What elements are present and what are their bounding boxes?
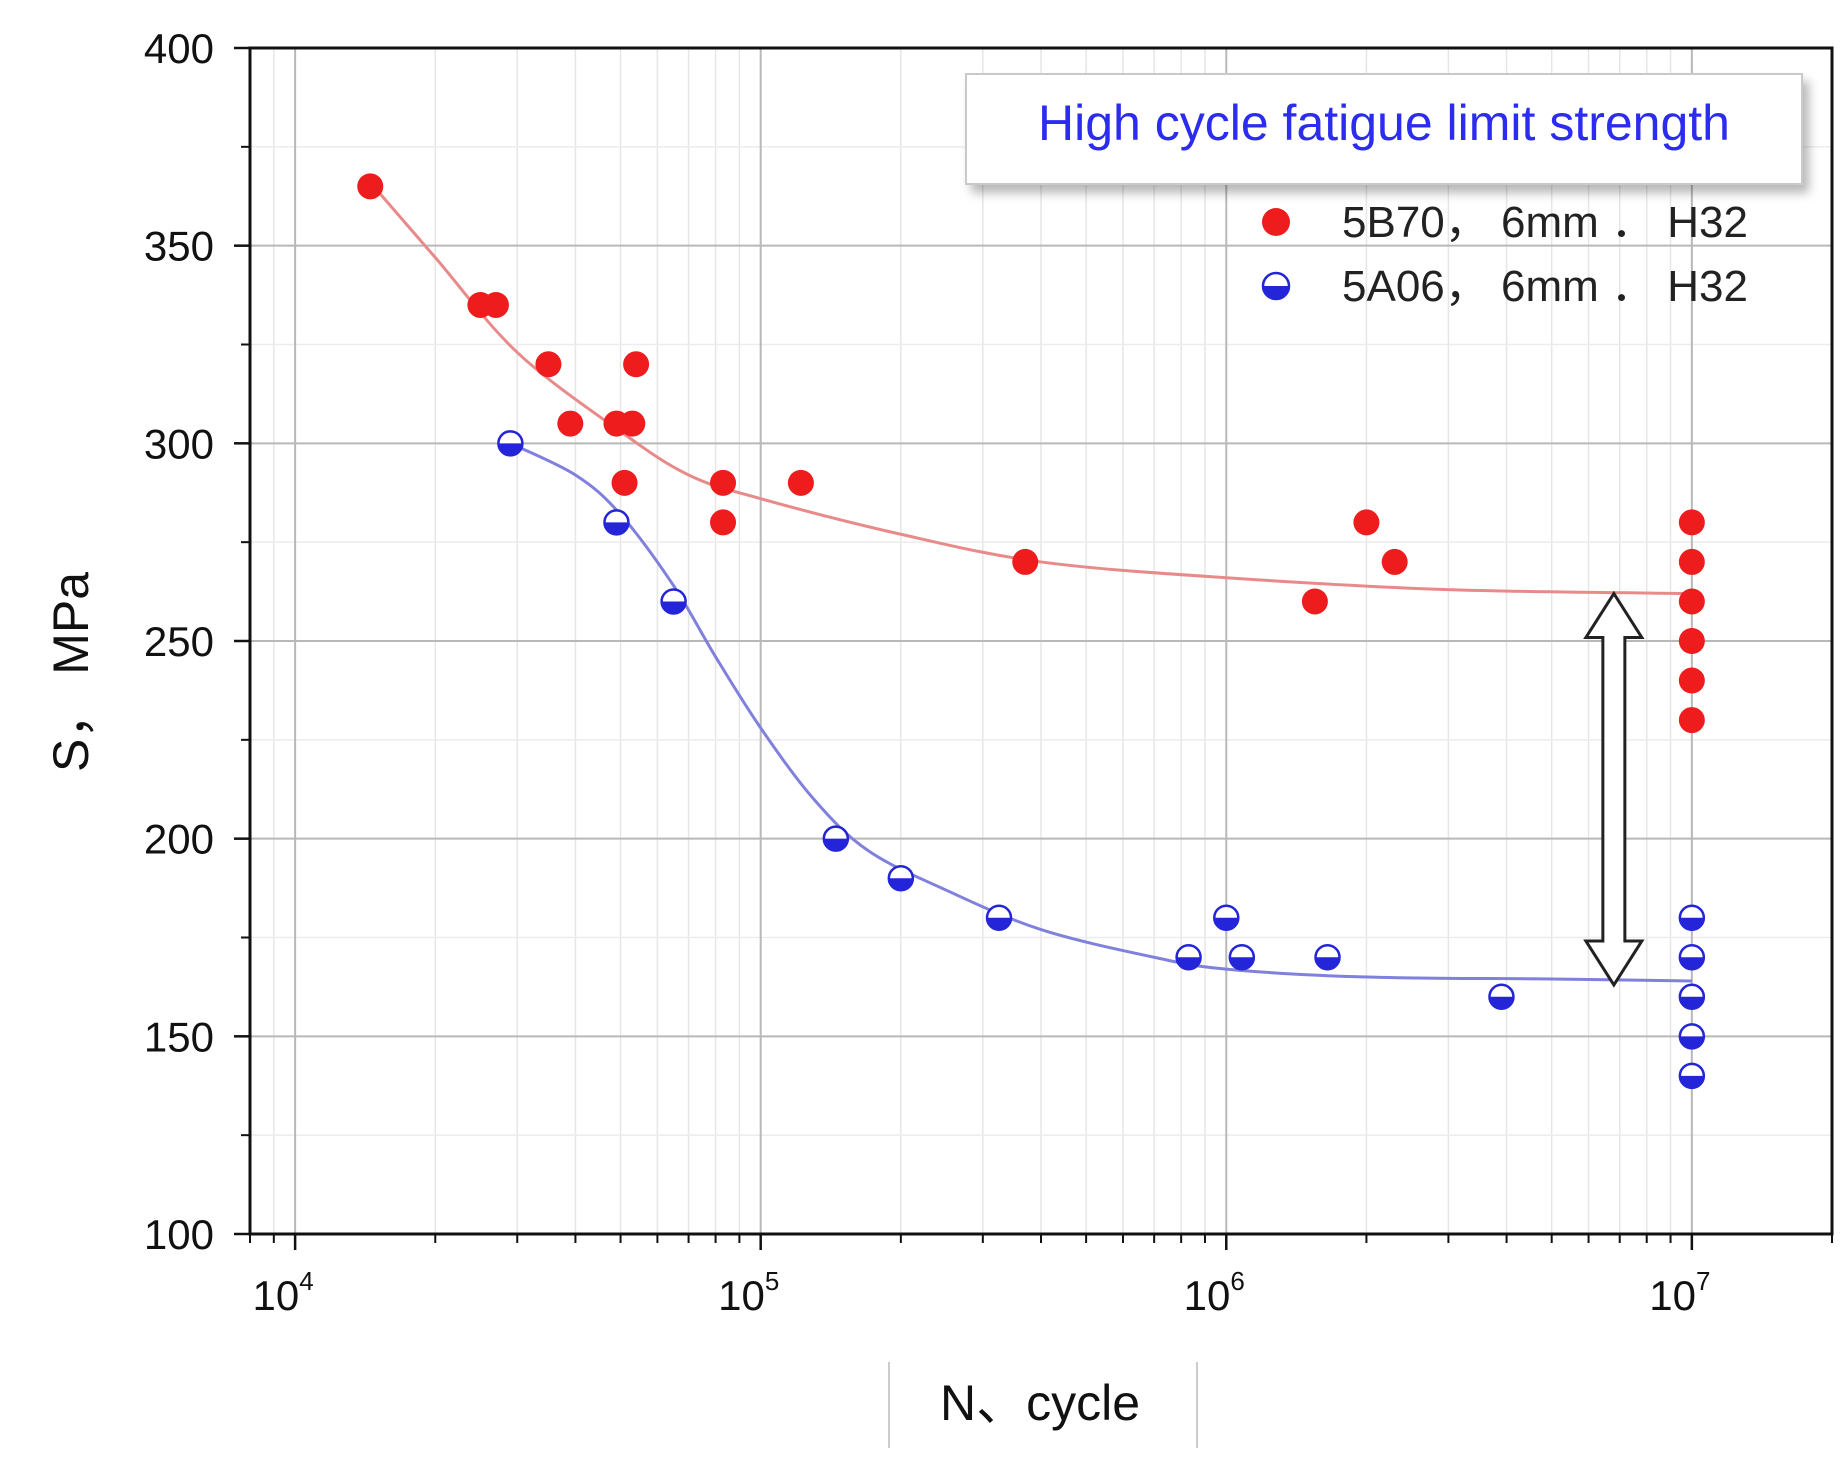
fit-curve-5b70	[369, 181, 1692, 596]
data-point-5b70	[1678, 588, 1705, 615]
data-point-5a06	[822, 825, 850, 852]
x-tick-label: 104	[253, 1266, 314, 1319]
annotation-box: High cycle fatigue limit strength	[965, 73, 1803, 185]
data-point-5a06	[1678, 944, 1706, 971]
data-point-5b70	[535, 351, 562, 378]
data-point-5b70	[1678, 509, 1705, 536]
series-5a06-points	[497, 430, 1706, 1090]
data-point-5a06	[1678, 1023, 1706, 1050]
double-arrow-shape	[1583, 590, 1645, 988]
legend-label-5a06: 5A06， 6mm ． H32	[1342, 262, 1748, 311]
data-point-5a06	[1228, 944, 1256, 971]
fit-curve-5a06	[509, 441, 1692, 983]
limit-gap-arrow	[1583, 590, 1645, 988]
data-point-5b70	[1678, 628, 1705, 654]
y-tick-label: 400	[144, 25, 214, 72]
y-tick-label: 250	[144, 618, 214, 665]
legend-marker-5a06	[1261, 271, 1291, 301]
data-point-5b70	[710, 509, 737, 536]
data-point-5a06	[1213, 904, 1240, 931]
data-point-5b70	[482, 291, 509, 318]
data-point-5b70	[1678, 707, 1705, 734]
legend-marker-5a06-shape	[1261, 271, 1291, 301]
data-point-5b70	[1301, 588, 1328, 615]
data-point-5b70	[1678, 548, 1705, 575]
data-point-5a06	[1314, 944, 1341, 971]
data-point-5b70	[1381, 548, 1408, 575]
data-point-5b70	[710, 469, 737, 496]
data-point-5a06	[660, 588, 687, 615]
axis-ticks	[234, 46, 1833, 1250]
data-point-5b70	[1678, 667, 1705, 694]
data-point-5a06	[1678, 904, 1706, 931]
data-point-5b70	[357, 173, 384, 200]
data-point-5b70	[623, 351, 650, 378]
y-tick-labels: 100 150 200 250 300 350 400	[144, 25, 214, 1258]
x-tick-label: 107	[1649, 1266, 1710, 1319]
annotation-text: High cycle fatigue limit strength	[1038, 95, 1730, 151]
x-tick-label: 106	[1184, 1266, 1245, 1319]
data-point-5b70	[619, 410, 646, 437]
data-point-5b70	[787, 469, 814, 496]
legend: 5B70， 6mm ． H32 5A06， 6mm ． H32	[1261, 198, 1748, 311]
y-tick-label: 150	[144, 1013, 214, 1060]
y-tick-label: 100	[144, 1211, 214, 1258]
x-tick-labels: 104 105 106 107	[253, 1266, 1711, 1319]
y-axis-title: S， MPa	[43, 572, 99, 772]
legend-marker-5b70	[1262, 208, 1290, 236]
data-point-5b70	[557, 410, 584, 437]
data-point-5a06	[1488, 983, 1515, 1011]
data-point-5a06	[497, 430, 524, 457]
data-point-5a06	[985, 904, 1013, 931]
data-point-5a06	[887, 864, 915, 892]
y-tick-label: 350	[144, 223, 214, 270]
x-tick-label: 105	[718, 1266, 779, 1319]
data-point-5a06	[1678, 1062, 1706, 1090]
data-point-5a06	[1678, 983, 1706, 1011]
data-point-5b70	[611, 469, 638, 496]
data-point-5b70	[1012, 548, 1039, 575]
legend-label-5b70: 5B70， 6mm ． H32	[1342, 198, 1748, 247]
x-axis-title: N、cycle	[940, 1375, 1140, 1431]
data-point-5a06	[1175, 944, 1202, 971]
y-tick-label: 200	[144, 816, 214, 863]
data-point-5b70	[1353, 509, 1380, 536]
y-tick-label: 300	[144, 420, 214, 467]
data-point-5a06	[603, 509, 630, 536]
series-5b70-points	[357, 173, 1705, 734]
x-axis-title-box: N、cycle	[888, 1362, 1198, 1448]
